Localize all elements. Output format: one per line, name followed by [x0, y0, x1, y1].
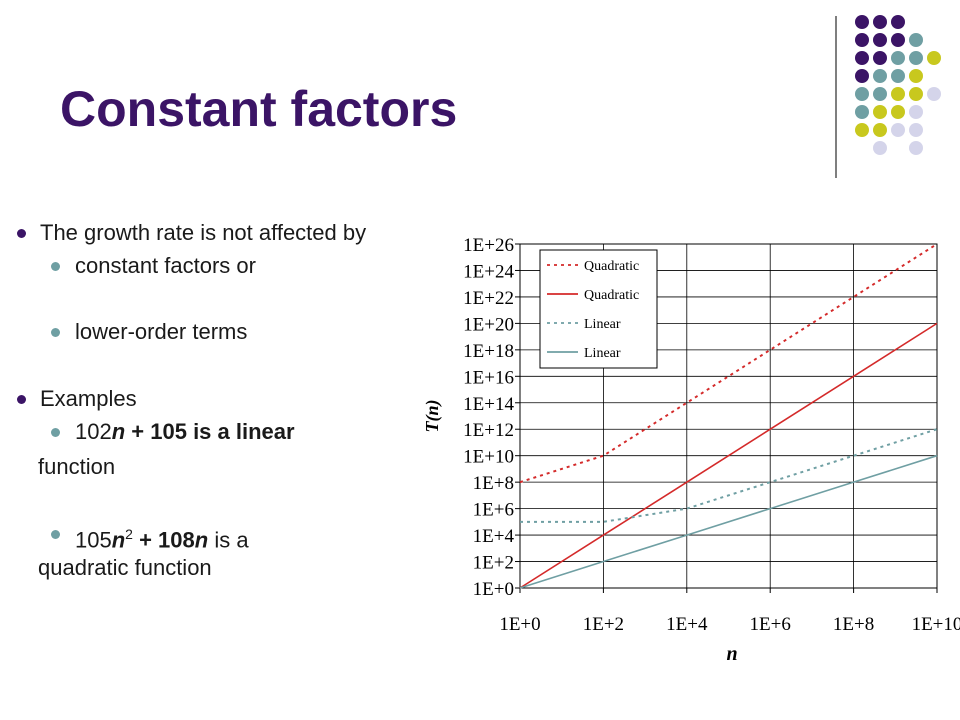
bullet-growth-rate: The growth rate is not affected by [17, 218, 366, 248]
decorative-dot [855, 33, 869, 47]
decorative-dot [927, 87, 941, 101]
y-tick-label: 1E+22 [463, 288, 514, 309]
y-tick-label: 1E+14 [463, 394, 514, 415]
decorative-dot [891, 105, 905, 119]
decorative-dot [909, 33, 923, 47]
decorative-dot [909, 51, 923, 65]
decorative-dot [909, 105, 923, 119]
decorative-dot [855, 15, 869, 29]
bullet-dot-icon [17, 229, 26, 238]
decorative-dot [873, 123, 887, 137]
decorative-dot [855, 69, 869, 83]
legend-label: Quadratic [584, 259, 639, 274]
decorative-dot [927, 51, 941, 65]
x-tick-label: 1E+10 [912, 614, 960, 635]
y-tick-label: 1E+12 [463, 420, 514, 441]
x-tick-label: 1E+2 [583, 614, 624, 635]
x-tick-label: 1E+6 [750, 614, 791, 635]
y-tick-label: 1E+24 [463, 261, 514, 282]
decorative-dot [873, 87, 887, 101]
decorative-dot [891, 69, 905, 83]
y-tick-label: 1E+8 [473, 473, 514, 494]
bullet-example-quadratic: 105n2 + 108n is a [51, 519, 249, 555]
decorative-dot [855, 51, 869, 65]
bullet-examples: Examples [17, 384, 137, 414]
bullet-example-quadratic-continued: quadratic function [38, 555, 212, 580]
y-tick-label: 1E+26 [463, 235, 514, 256]
bullet-dot-icon [51, 262, 60, 271]
decorative-dot [909, 69, 923, 83]
bullet-dot-icon [51, 428, 60, 437]
decorative-dot [873, 15, 887, 29]
bullet-dot-icon [51, 328, 60, 337]
decorative-dot [855, 105, 869, 119]
decorative-dot [909, 123, 923, 137]
legend-label: Linear [584, 317, 621, 332]
y-axis-label: T(n) [422, 400, 443, 433]
y-tick-label: 1E+2 [473, 553, 514, 574]
legend-box [539, 249, 658, 369]
decorative-dot [891, 33, 905, 47]
series-line [519, 454, 938, 589]
bullet-constant-factors: constant factors or [51, 251, 256, 281]
y-tick-label: 1E+18 [463, 341, 514, 362]
decorative-dot [891, 87, 905, 101]
decorative-dot [873, 51, 887, 65]
y-tick-label: 1E+6 [473, 500, 514, 521]
bullet-dot-icon [17, 395, 26, 404]
decorative-dot [855, 123, 869, 137]
page-title: Constant factors [60, 81, 458, 137]
x-tick-label: 1E+0 [499, 614, 540, 635]
decorative-dot [891, 51, 905, 65]
series-line [519, 322, 938, 589]
y-tick-label: 1E+10 [463, 447, 514, 468]
legend-label: Linear [584, 346, 621, 361]
y-tick-label: 1E+16 [463, 367, 514, 388]
series-line [519, 243, 938, 484]
y-tick-label: 1E+20 [463, 314, 514, 335]
decorative-dot [909, 87, 923, 101]
bullet-dot-icon [51, 530, 60, 539]
bullet-lower-order-terms: lower-order terms [51, 317, 247, 347]
decorative-dot [873, 105, 887, 119]
decorative-dot [873, 141, 887, 155]
y-tick-label: 1E+4 [473, 526, 515, 547]
legend-label: Quadratic [584, 288, 639, 303]
bullet-example-linear-continued: function [38, 454, 116, 479]
x-axis-label: n [726, 643, 737, 665]
x-tick-label: 1E+8 [833, 614, 874, 635]
decorative-dot [891, 15, 905, 29]
decorative-dot [855, 87, 869, 101]
y-tick-label: 1E+0 [473, 579, 514, 600]
decorative-dot [909, 141, 923, 155]
bullet-example-linear: 102n + 105 is a linear [51, 417, 295, 447]
series-line [520, 428, 938, 523]
decorative-dot [873, 69, 887, 83]
decorative-dot [873, 33, 887, 47]
decorative-dot [891, 123, 905, 137]
x-tick-label: 1E+4 [666, 614, 708, 635]
